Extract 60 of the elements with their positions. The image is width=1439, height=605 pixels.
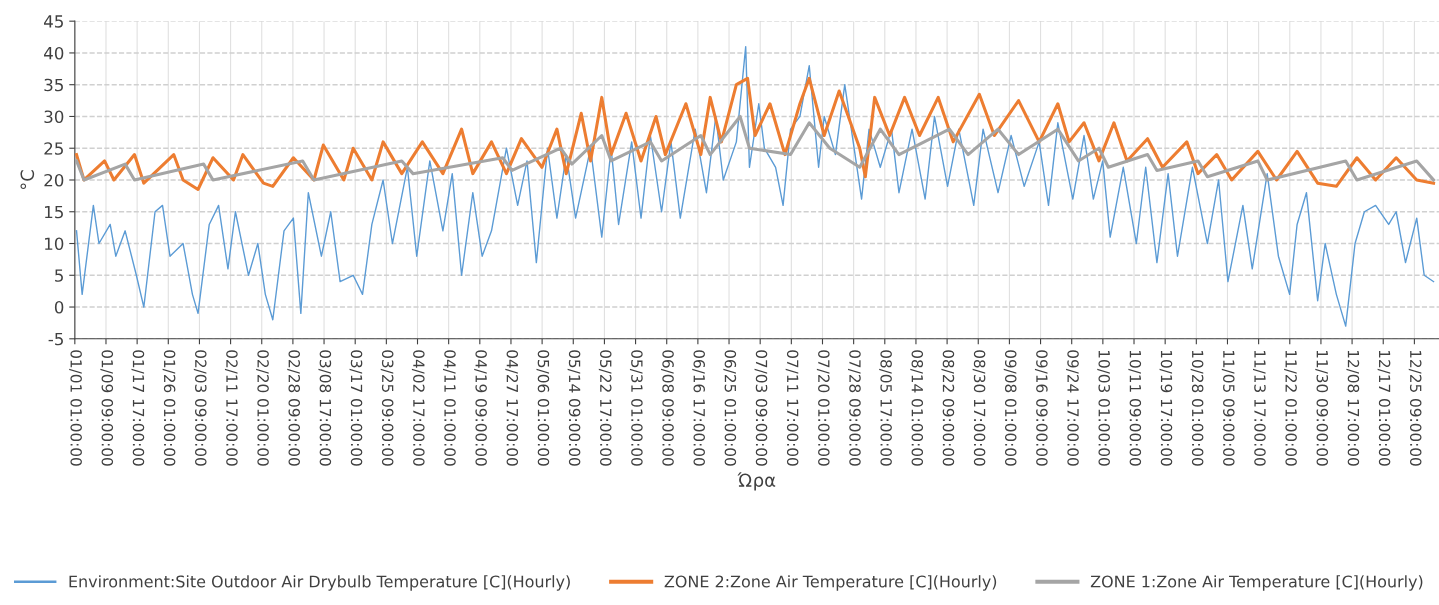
x-tick-label: 04/11 01:00:00 (443, 350, 456, 466)
x-tick-label: 10/28 01:00:00 (1190, 350, 1204, 466)
x-tick-label: 11/13 17:00:00 (1252, 350, 1266, 466)
x-tick-label: 11/30 09:00:00 (1315, 350, 1329, 466)
x-tick-label: 12/25 09:00:00 (1408, 350, 1422, 466)
x-tick-label: 01/26 01:00:00 (162, 350, 176, 466)
y-tick-label: 30 (44, 110, 64, 124)
y-tick-label: -5 (48, 332, 63, 346)
x-tick-label: 02/20 01:00:00 (256, 350, 269, 466)
x-tick-label: 01/01 01:00:00 (69, 350, 82, 466)
y-tick-label: 5 (55, 269, 63, 282)
x-tick-label: 11/05 09:00:00 (1221, 350, 1235, 466)
x-tick-label: 04/19 09:00:00 (474, 350, 487, 466)
x-tick-label: 07/20 01:00:00 (816, 350, 830, 466)
y-tick-label: 45 (44, 15, 63, 28)
x-tick-label: 02/11 17:00:00 (224, 350, 238, 466)
x-tick-label: 07/11 17:00:00 (785, 350, 799, 466)
x-tick-label: 06/08 09:00:00 (661, 350, 674, 466)
x-tick-label: 05/06 01:00:00 (536, 350, 550, 466)
x-tick-label: 05/22 17:00:00 (598, 350, 612, 466)
y-tick-label: 35 (44, 78, 63, 92)
x-tick-label: 02/28 09:00:00 (287, 350, 301, 466)
x-tick-label: 07/28 09:00:00 (848, 350, 861, 466)
y-tick-label: 0 (54, 301, 64, 314)
x-tick-label: 08/22 09:00:00 (941, 350, 955, 466)
y-tick-label: 40 (44, 46, 64, 60)
x-tick-label: 08/30 17:00:00 (972, 350, 986, 466)
x-tick-label: 01/17 17:00:00 (131, 350, 145, 466)
x-tick-label: 06/16 17:00:00 (692, 350, 705, 466)
x-tick-label: 04/02 17:00:00 (411, 350, 425, 466)
y-axis-title: °C (20, 170, 35, 190)
x-tick-label: 08/05 17:00:00 (879, 350, 892, 466)
x-tick-label: 04/27 17:00:00 (505, 350, 519, 466)
x-axis-title: Ώρα (737, 472, 776, 491)
x-tick-label: 10/19 17:00:00 (1159, 350, 1173, 466)
y-tick-label: 10 (45, 237, 64, 251)
x-tick-label: 05/31 01:00:00 (629, 350, 643, 466)
x-tick-label: 10/11 09:00:00 (1128, 350, 1142, 466)
x-tick-label: 08/14 01:00:00 (910, 350, 924, 466)
x-tick-label: 01/09 09:00:00 (100, 350, 114, 466)
x-tick-label: 03/25 09:00:00 (380, 350, 394, 466)
x-tick-label: 05/14 09:00:00 (567, 350, 581, 466)
y-tick-label: 20 (44, 173, 64, 187)
legend-label: ZONE 1:Zone Air Temperature [C](Hourly) (1090, 575, 1423, 591)
x-tick-label: 09/16 09:00:00 (1034, 350, 1048, 466)
x-tick-label: 02/03 09:00:00 (193, 350, 207, 466)
x-tick-label: 09/24 17:00:00 (1066, 350, 1079, 466)
x-tick-label: 06/25 01:00:00 (723, 350, 737, 466)
y-tick-label: 15 (45, 205, 63, 219)
x-tick-label: 12/08 17:00:00 (1346, 350, 1360, 466)
y-tick-label: 25 (44, 142, 63, 155)
x-tick-label: 11/22 01:00:00 (1284, 350, 1297, 466)
legend-label: ZONE 2:Zone Air Temperature [C](Hourly) (664, 575, 997, 591)
x-tick-label: 07/03 09:00:00 (754, 350, 768, 466)
x-tick-label: 10/03 01:00:00 (1097, 350, 1110, 466)
x-tick-label: 03/08 17:00:00 (318, 350, 332, 466)
x-tick-label: 09/08 01:00:00 (1003, 350, 1017, 466)
x-tick-label: 12/17 01:00:00 (1377, 350, 1391, 466)
x-tick-label: 03/17 01:00:00 (349, 350, 363, 466)
legend-label: Environment:Site Outdoor Air Drybulb Temperature [C](Hourly) (69, 575, 570, 591)
